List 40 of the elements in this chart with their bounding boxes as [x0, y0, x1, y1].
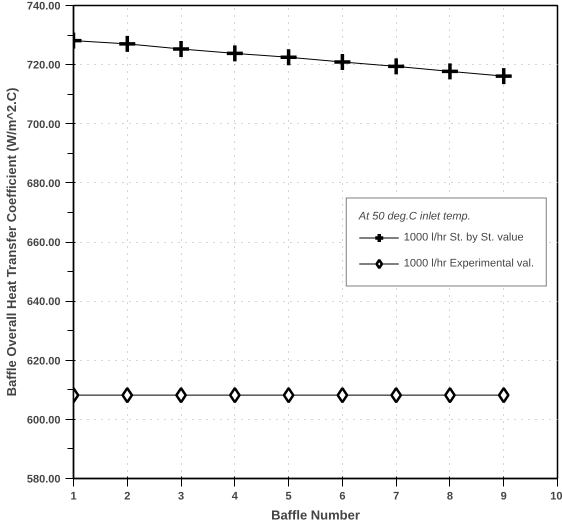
point	[498, 386, 510, 404]
y-tick-label: 740.00	[26, 0, 61, 12]
y-tick-label: 620.00	[26, 355, 61, 368]
x-axis-title: Baffle Number	[271, 508, 360, 522]
legend-label: 1000 l/hr Experimental val.	[404, 257, 534, 269]
y-tick-label: 600.00	[26, 414, 61, 426]
legend-label: 1000 l/hr St. by St. value	[404, 231, 524, 243]
x-tick-label: 9	[500, 490, 507, 502]
x-tick-label: 8	[446, 490, 454, 502]
point	[225, 44, 245, 64]
y-axis-title: Baffle Overall Heat Transfer Coefficient (W/m^2.C)	[4, 88, 19, 396]
y-tick-label: 580.00	[26, 474, 61, 486]
x-tick-label: 2	[124, 490, 130, 502]
point	[440, 62, 460, 82]
y-tick-label: 660.00	[26, 237, 61, 249]
point	[121, 386, 134, 404]
point	[494, 66, 514, 86]
point	[336, 386, 348, 404]
point	[278, 47, 298, 67]
x-tick-label: 4	[232, 490, 239, 502]
point	[390, 386, 402, 404]
point	[118, 34, 138, 54]
point	[332, 52, 352, 72]
x-tick-label: 1	[70, 490, 77, 502]
legend-title: At 50 deg.C inlet temp.	[358, 210, 472, 222]
y-tick-label: 720.00	[26, 60, 61, 72]
x-tick-label: 7	[393, 490, 400, 502]
y-tick-label: 700.00	[26, 118, 61, 131]
x-tick-label: 10	[550, 490, 562, 502]
point	[444, 386, 456, 404]
point	[171, 39, 191, 59]
x-tick-label: 5	[286, 490, 292, 502]
y-tick-label: 640.00	[26, 296, 61, 308]
y-tick-label: 680.00	[26, 178, 61, 190]
point	[386, 56, 406, 76]
point	[282, 386, 295, 404]
x-tick-label: 6	[339, 490, 346, 502]
point	[228, 386, 241, 404]
point	[175, 386, 187, 404]
x-tick-label: 3	[178, 490, 184, 502]
